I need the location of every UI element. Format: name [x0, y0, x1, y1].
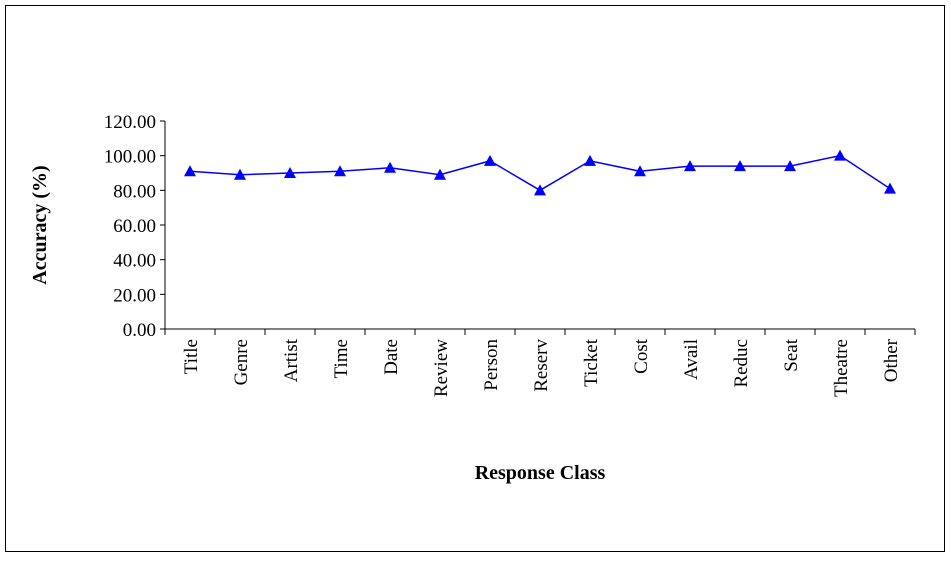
- x-tick-label: Avail: [681, 339, 702, 380]
- marker: [584, 154, 596, 166]
- x-tick-label: Reduc: [731, 339, 752, 388]
- x-tick-label: Seat: [781, 338, 802, 371]
- y-tick-label: 40.00: [113, 251, 156, 272]
- y-axis-title: Accuracy (%): [29, 165, 51, 284]
- x-tick-label: Artist: [281, 338, 302, 382]
- x-tick-label: Reserv: [531, 339, 552, 392]
- marker: [634, 165, 646, 177]
- x-tick-label: Date: [381, 339, 402, 375]
- x-tick-label: Person: [481, 339, 502, 391]
- marker: [534, 184, 546, 196]
- y-tick-label: 80.00: [113, 181, 156, 202]
- marker: [834, 149, 846, 161]
- y-tick-label: 100.00: [104, 147, 156, 168]
- x-tick-label: Title: [181, 339, 202, 374]
- marker: [734, 160, 746, 172]
- x-tick-label: Other: [881, 338, 902, 382]
- chart-border: [5, 5, 945, 552]
- marker: [784, 160, 796, 172]
- x-tick-label: Cost: [631, 338, 652, 374]
- x-tick-label: Time: [331, 339, 352, 378]
- x-tick-label: Genre: [231, 339, 252, 385]
- marker: [184, 165, 196, 177]
- y-tick-label: 120.00: [104, 112, 156, 133]
- x-axis-title: Response Class: [475, 462, 606, 484]
- x-tick-label: Theatre: [831, 339, 852, 397]
- marker: [234, 168, 246, 180]
- marker: [284, 167, 296, 178]
- marker: [684, 160, 696, 172]
- y-tick-label: 60.00: [113, 216, 156, 237]
- marker: [384, 161, 396, 173]
- marker: [434, 168, 446, 180]
- marker: [484, 154, 496, 166]
- marker: [884, 182, 896, 194]
- y-tick-label: 20.00: [113, 285, 156, 306]
- y-tick-label: 0.00: [123, 320, 156, 341]
- marker: [334, 165, 346, 177]
- x-tick-label: Ticket: [581, 338, 602, 387]
- x-tick-label: Review: [431, 339, 452, 397]
